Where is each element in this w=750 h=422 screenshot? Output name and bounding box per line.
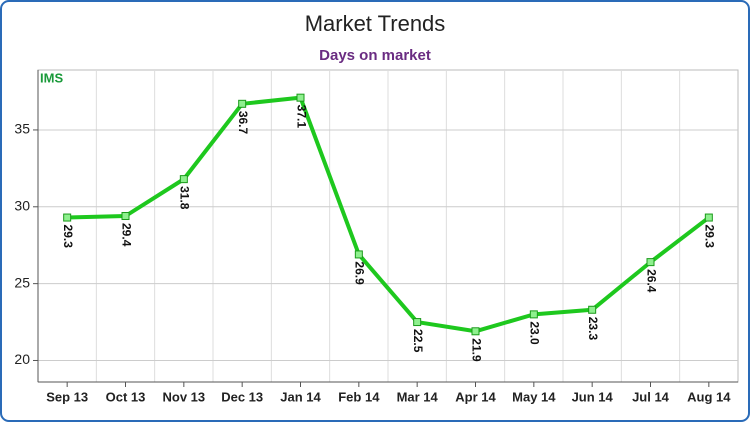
value-label: 21.9 <box>469 338 483 362</box>
value-label: 26.9 <box>353 261 367 285</box>
x-tick-label: Jan 14 <box>280 389 321 404</box>
value-label: 36.7 <box>236 111 250 135</box>
point <box>646 258 655 267</box>
x-tick-label: Apr 14 <box>455 389 496 404</box>
x-tick-label: Sep 13 <box>46 389 88 404</box>
y-tick-label: 20 <box>14 351 30 367</box>
x-tick-label: Nov 13 <box>163 389 206 404</box>
chart-title: Market Trends <box>305 11 446 36</box>
value-label: 37.1 <box>294 105 308 129</box>
chart-subtitle: Days on market <box>319 47 431 64</box>
x-tick-label: Feb 14 <box>338 389 380 404</box>
point <box>529 310 538 319</box>
value-label: 31.8 <box>178 186 192 210</box>
y-tick-label: 25 <box>14 274 30 290</box>
series-line <box>67 95 711 334</box>
point <box>413 318 422 327</box>
point <box>179 175 188 184</box>
point <box>121 212 130 221</box>
value-label: 29.3 <box>703 225 717 249</box>
point <box>588 305 597 314</box>
value-label: 29.3 <box>61 225 75 249</box>
x-tick-label: Jun 14 <box>572 389 614 404</box>
value-label: 23.0 <box>528 321 542 345</box>
x-tick-label: Oct 13 <box>106 389 146 404</box>
x-tick-label: Mar 14 <box>397 389 439 404</box>
point <box>704 213 713 222</box>
point <box>471 327 480 336</box>
value-label: 29.4 <box>119 223 133 247</box>
point <box>354 250 363 259</box>
x-tick-label: Dec 13 <box>221 389 263 404</box>
logo: IMS <box>40 70 63 85</box>
point <box>296 93 305 102</box>
point <box>63 213 72 222</box>
y-tick-label: 35 <box>14 121 30 137</box>
x-tick-label: May 14 <box>512 389 556 404</box>
x-tick-label: Jul 14 <box>632 389 670 404</box>
value-label: 26.4 <box>644 269 658 293</box>
y-tick-label: 30 <box>14 197 30 213</box>
value-label: 23.3 <box>586 317 600 341</box>
value-label: 22.5 <box>411 329 425 353</box>
point <box>238 99 247 108</box>
x-tick-label: Aug 14 <box>687 389 731 404</box>
